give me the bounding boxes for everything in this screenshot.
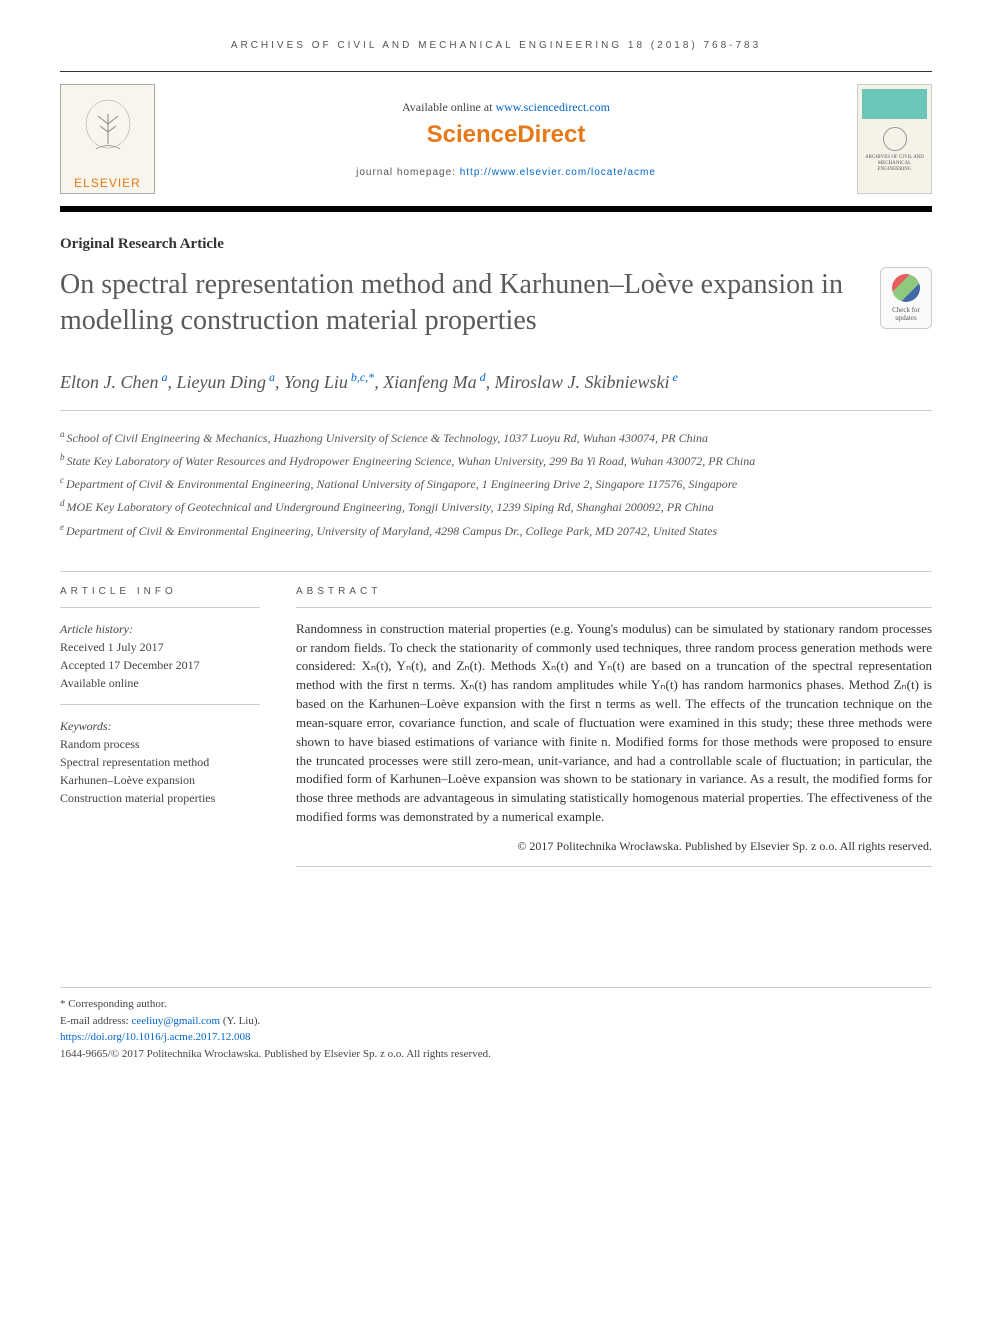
- author-list: Elton J. Chen a, Lieyun Ding a, Yong Liu…: [60, 368, 932, 411]
- affiliation: bState Key Laboratory of Water Resources…: [60, 450, 932, 471]
- footer: * Corresponding author. E-mail address: …: [60, 987, 932, 1062]
- author-aff-link[interactable]: b,c,*: [348, 370, 374, 384]
- author: Elton J. Chen a: [60, 372, 167, 392]
- keywords: Keywords: Random processSpectral represe…: [60, 705, 260, 819]
- sciencedirect-link[interactable]: www.sciencedirect.com: [495, 100, 610, 114]
- article-title: On spectral representation method and Ka…: [60, 267, 860, 340]
- elsevier-label: ELSEVIER: [74, 173, 141, 193]
- abstract-text: Randomness in construction material prop…: [296, 608, 932, 835]
- affiliation: dMOE Key Laboratory of Geotechnical and …: [60, 496, 932, 517]
- masthead-center: Available online at www.sciencedirect.co…: [155, 100, 857, 178]
- sciencedirect-logo: ScienceDirect: [175, 121, 837, 149]
- crossmark-icon: [892, 274, 920, 302]
- article-history: Article history: Received 1 July 2017 Ac…: [60, 608, 260, 705]
- homepage-link[interactable]: http://www.elsevier.com/locate/acme: [460, 167, 656, 178]
- affiliation: eDepartment of Civil & Environmental Eng…: [60, 520, 932, 541]
- masthead: ELSEVIER Available online at www.science…: [60, 71, 932, 212]
- check-updates-badge[interactable]: Check for updates: [880, 267, 932, 329]
- abstract-copyright: © 2017 Politechnika Wrocławska. Publishe…: [296, 835, 932, 867]
- email-name: (Y. Liu).: [223, 1015, 260, 1027]
- article-info-heading: ARTICLE INFO: [60, 572, 260, 608]
- keyword: Construction material properties: [60, 789, 260, 807]
- corresponding-author: * Corresponding author.: [60, 996, 932, 1013]
- email-label: E-mail address:: [60, 1015, 131, 1027]
- keyword: Random process: [60, 735, 260, 753]
- elsevier-tree-icon: [61, 85, 154, 173]
- author-aff-link[interactable]: d: [477, 370, 486, 384]
- affiliation: cDepartment of Civil & Environmental Eng…: [60, 473, 932, 494]
- author: Xianfeng Ma d: [383, 372, 485, 392]
- available-text: Available online at: [402, 100, 495, 114]
- author: Yong Liu b,c,*: [284, 372, 374, 392]
- homepage-label: journal homepage:: [356, 167, 460, 178]
- keyword: Karhunen–Loève expansion: [60, 771, 260, 789]
- keyword: Spectral representation method: [60, 753, 260, 771]
- running-head: ARCHIVES OF CIVIL AND MECHANICAL ENGINEE…: [60, 40, 932, 51]
- author-aff-link[interactable]: a: [266, 370, 275, 384]
- affiliation: aSchool of Civil Engineering & Mechanics…: [60, 427, 932, 448]
- affiliations: aSchool of Civil Engineering & Mechanics…: [60, 427, 932, 541]
- doi-link[interactable]: https://doi.org/10.1016/j.acme.2017.12.0…: [60, 1031, 250, 1043]
- author: Lieyun Ding a: [176, 372, 275, 392]
- email-link[interactable]: ceeliuy@gmail.com: [131, 1015, 220, 1027]
- journal-cover-thumbnail: ARCHIVES OF CIVIL AND MECHANICAL ENGINEE…: [857, 84, 932, 194]
- article-type: Original Research Article: [60, 236, 932, 253]
- issn-line: 1644-9665/© 2017 Politechnika Wrocławska…: [60, 1046, 932, 1063]
- abstract-heading: ABSTRACT: [296, 572, 932, 608]
- author-aff-link[interactable]: e: [670, 370, 678, 384]
- check-updates-label: Check for updates: [881, 306, 931, 322]
- elsevier-logo: ELSEVIER: [60, 84, 155, 194]
- author: Miroslaw J. Skibniewski e: [495, 372, 678, 392]
- author-aff-link[interactable]: a: [158, 370, 167, 384]
